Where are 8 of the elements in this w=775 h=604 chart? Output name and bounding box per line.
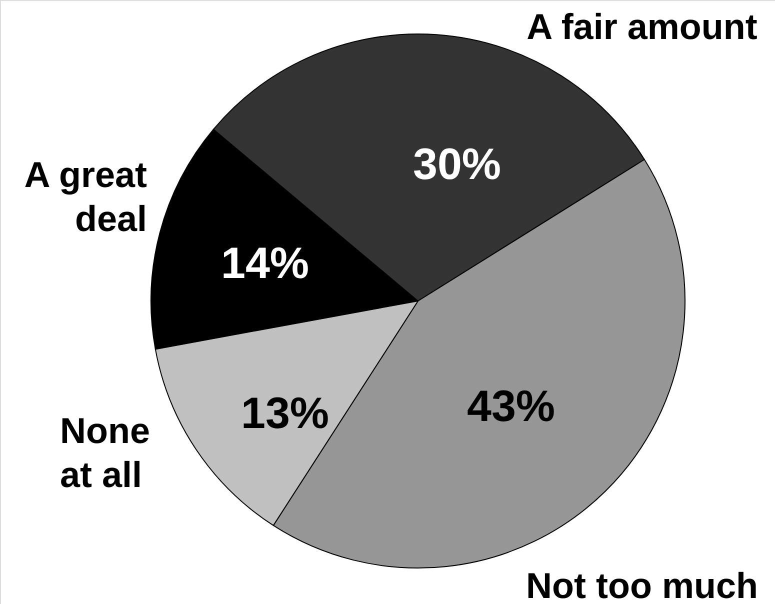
slice-label: Not too much (526, 565, 758, 604)
data-label: 43% (466, 382, 556, 431)
slice-label: A fair amount (526, 6, 758, 47)
slice-label: A great deal (24, 154, 148, 239)
data-label: 13% (240, 389, 330, 438)
data-label: 14% (220, 239, 310, 288)
slice-label: None at all (60, 410, 150, 495)
data-label: 30% (412, 140, 502, 189)
